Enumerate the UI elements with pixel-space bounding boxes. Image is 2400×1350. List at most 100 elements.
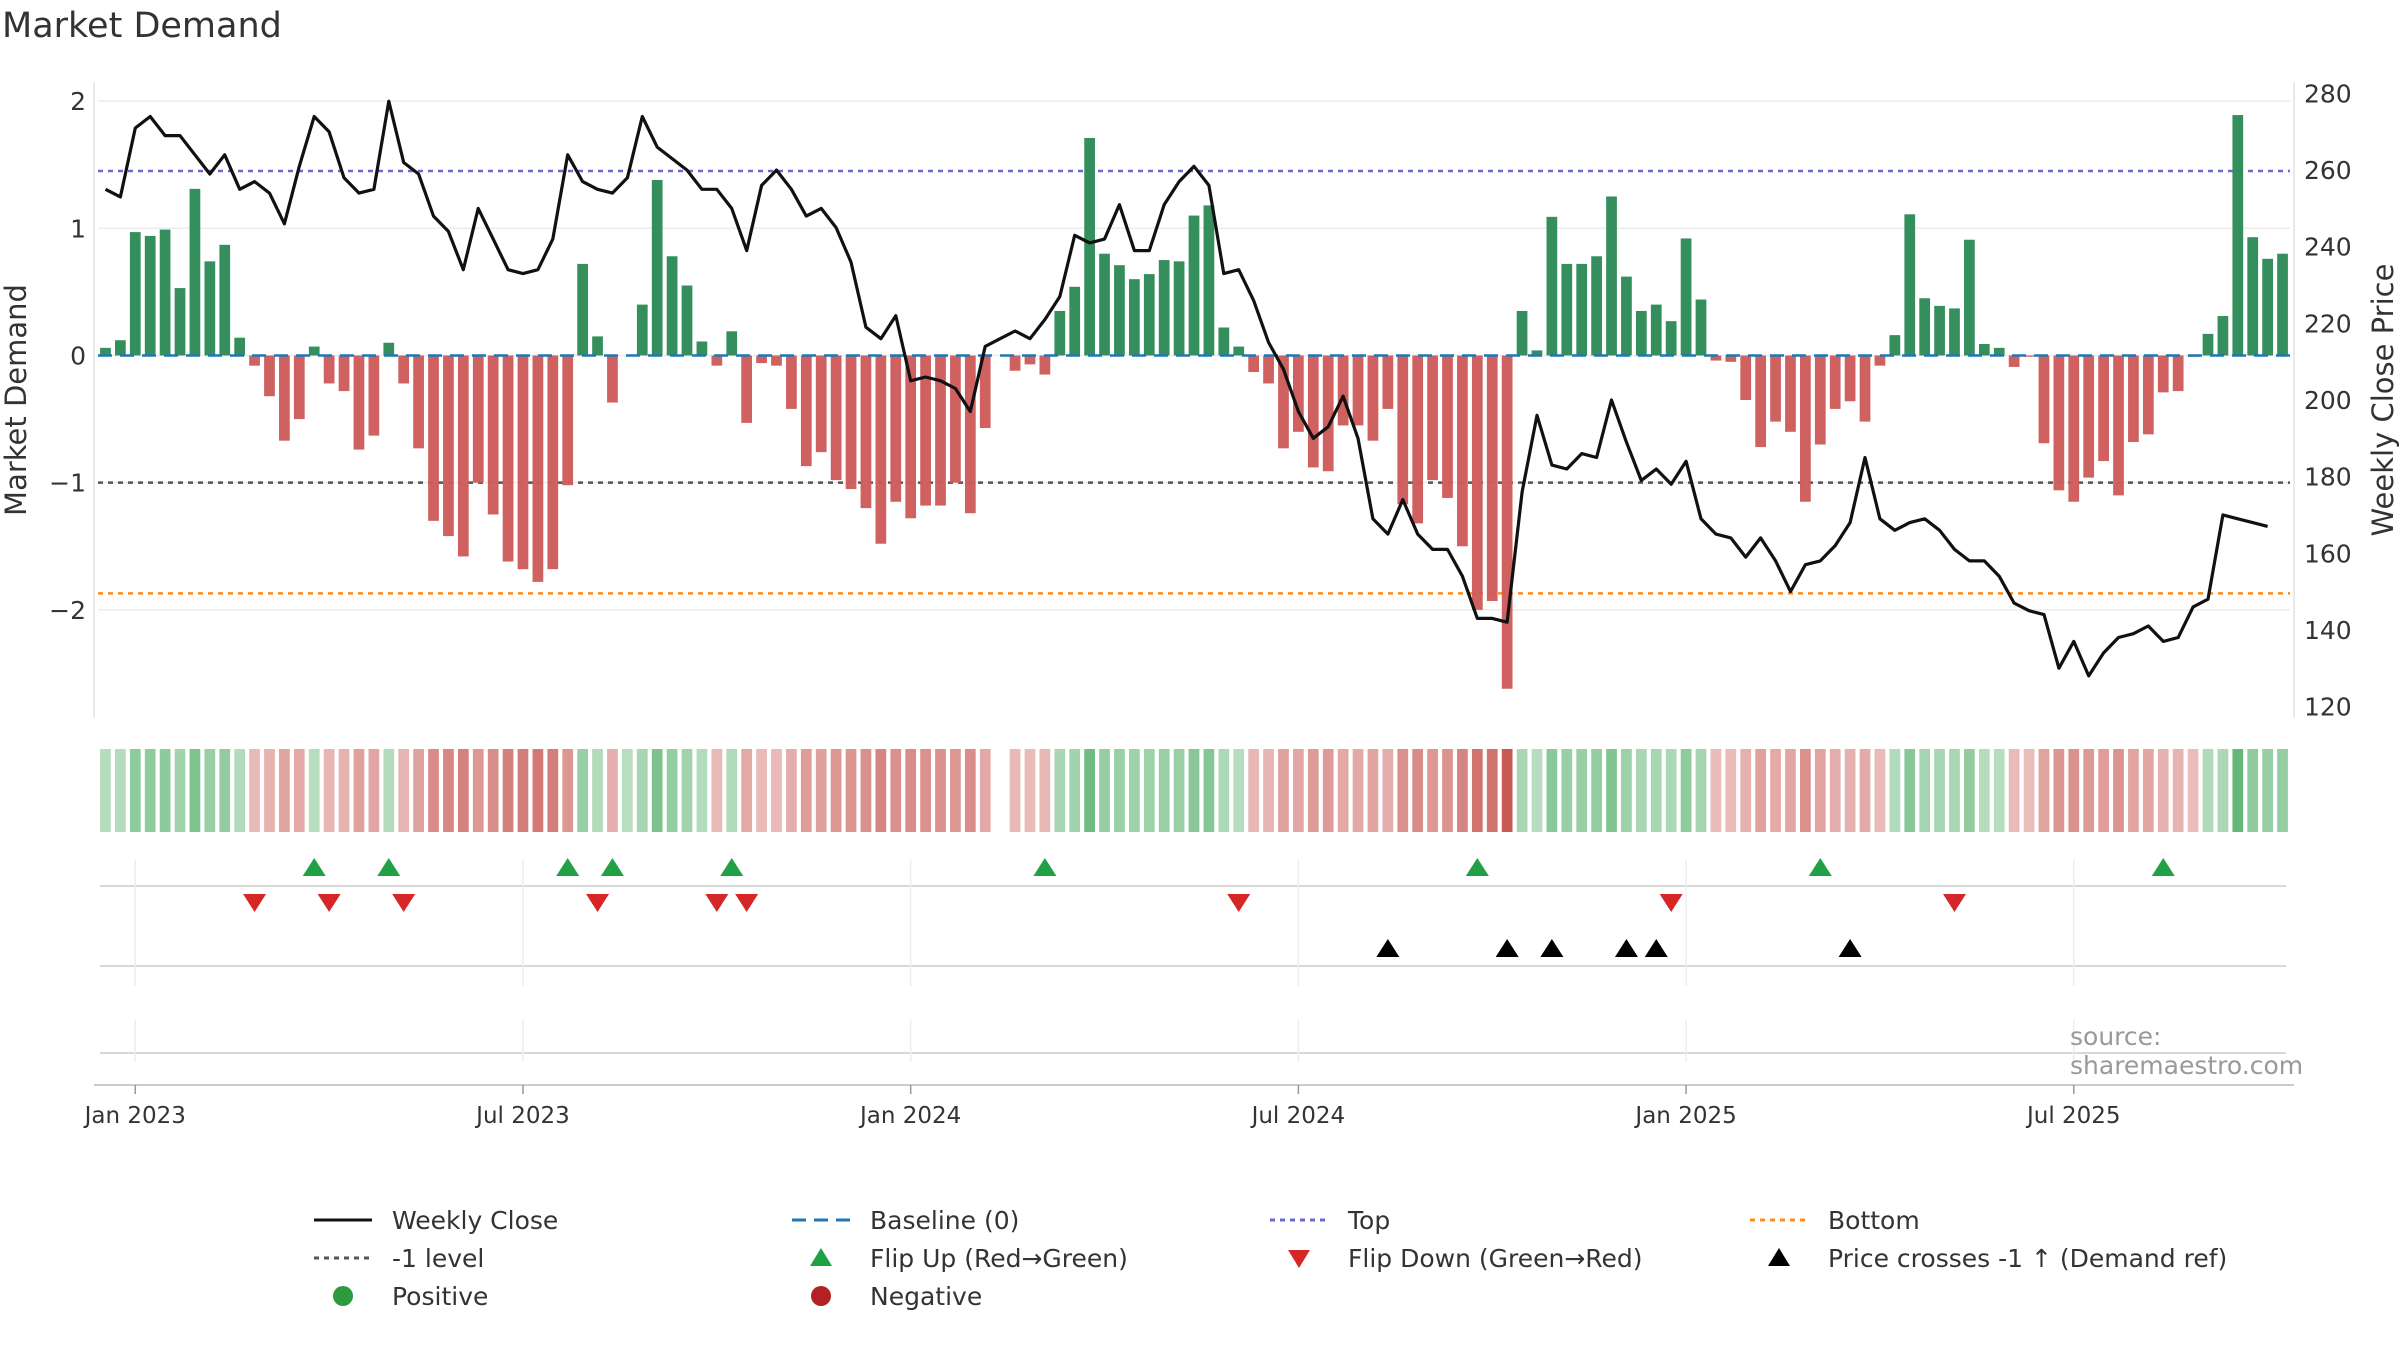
demand-bar (1233, 346, 1245, 356)
source-attribution: source: sharemaestro.com (2070, 1022, 2304, 1080)
x-tick-label: Jul 2024 (1250, 1103, 1346, 1129)
demand-bar (1248, 355, 1260, 373)
demand-bar (1307, 355, 1319, 468)
demand-bar (1173, 261, 1185, 356)
color-strip-cell (457, 749, 469, 832)
legend-triangle-up-green-icon (810, 1248, 832, 1266)
color-strip-cell (1904, 749, 1916, 832)
color-strip-cell (114, 749, 126, 832)
demand-bar (353, 355, 365, 450)
color-strip-cell (1054, 749, 1066, 832)
color-strip-cell (1635, 749, 1647, 832)
color-strip-cell (1800, 749, 1811, 832)
demand-bar (771, 355, 782, 366)
color-strip-cell (621, 749, 633, 832)
demand-bar (174, 288, 186, 356)
color-strip-cell (1278, 749, 1289, 832)
color-strip-cell (1099, 749, 1110, 832)
color-strip-cell (1233, 749, 1245, 832)
demand-bar (1621, 276, 1632, 356)
demand-bar (1576, 263, 1588, 356)
color-strip-cell (398, 749, 410, 832)
color-strip-cell (1695, 749, 1707, 832)
demand-bar (547, 355, 559, 570)
color-strip-cell (383, 749, 395, 832)
color-strip-cell (353, 749, 365, 832)
demand-bar (815, 355, 827, 453)
color-strip-cell (726, 749, 738, 832)
color-strip-cell (651, 749, 663, 832)
color-strip-cell (234, 749, 246, 832)
demand-bar (2008, 355, 2020, 367)
left-axis-label: Market Demand (0, 284, 33, 516)
demand-bar (1099, 253, 1110, 356)
color-strip-cell (1516, 749, 1528, 832)
color-strip-cell (1740, 749, 1752, 832)
right-tick-label: 120 (2304, 693, 2352, 722)
demand-bar (964, 355, 976, 514)
demand-bar (1143, 274, 1155, 356)
right-tick-label: 200 (2304, 386, 2352, 415)
color-strip-cell (1949, 749, 1960, 832)
flip-up-marker (1808, 858, 1832, 876)
color-strip-cell (950, 749, 961, 832)
demand-bar (1964, 239, 1975, 356)
demand-bar (1531, 350, 1543, 356)
demand-bar (368, 355, 380, 436)
demand-bar (1337, 355, 1349, 426)
legend-triangle-down-red-icon (1288, 1250, 1310, 1268)
flip-down-marker (705, 894, 729, 912)
chart-title: Market Demand (2, 6, 282, 46)
color-strip-cell (815, 749, 827, 832)
color-strip-cell (2113, 749, 2124, 832)
right-tick-label: 240 (2304, 233, 2352, 262)
color-strip-cell (1561, 749, 1573, 832)
demand-bar (1844, 355, 1856, 402)
demand-bar (786, 355, 797, 409)
price-cross-marker (1838, 939, 1862, 957)
color-strip-cell (756, 749, 767, 832)
color-strip-cell (264, 749, 275, 832)
demand-bar (234, 337, 246, 356)
demand-bar (1829, 355, 1841, 409)
demand-bar (2157, 355, 2169, 393)
color-strip-cell (1471, 749, 1483, 832)
color-strip-cell (1919, 749, 1931, 832)
color-strip-cell (1770, 749, 1781, 832)
demand-bar (249, 355, 260, 366)
color-strip-cell (666, 749, 678, 832)
demand-bar (1069, 286, 1081, 356)
price-cross-marker (1644, 939, 1668, 957)
color-strip-cell (935, 749, 946, 832)
color-strip-cell (771, 749, 782, 832)
color-strip-cell (1218, 749, 1230, 832)
demand-bar (800, 355, 812, 467)
demand-bar (2098, 355, 2109, 462)
demand-bar (1114, 265, 1125, 356)
demand-bar (487, 355, 499, 515)
color-strip-cell (249, 749, 260, 832)
demand-bar (1934, 305, 1945, 356)
demand-bar (1785, 355, 1796, 432)
color-strip-cell (2157, 749, 2169, 832)
color-strip-cell (1576, 749, 1588, 832)
color-strip-cell (1591, 749, 1602, 832)
demand-bar (741, 355, 753, 423)
color-strip-cell (696, 749, 708, 832)
color-strip-cell (1039, 749, 1051, 832)
demand-bar (2262, 258, 2274, 356)
color-strip-cell (860, 749, 872, 832)
color-strip-cell (2232, 749, 2244, 832)
color-strip-cell (204, 749, 216, 832)
color-strip-cell (681, 749, 693, 832)
price-cross-marker (1495, 939, 1519, 957)
demand-bar (1800, 355, 1811, 502)
color-strip-cell (1725, 749, 1737, 832)
demand-bar (2113, 355, 2124, 496)
color-strip-cell (1114, 749, 1125, 832)
legend-top: Top (1268, 1205, 1390, 1235)
color-strip-cell (890, 749, 902, 832)
flip-down-marker (243, 894, 267, 912)
demand-bar (2247, 237, 2259, 356)
color-strip-cell (577, 749, 588, 832)
